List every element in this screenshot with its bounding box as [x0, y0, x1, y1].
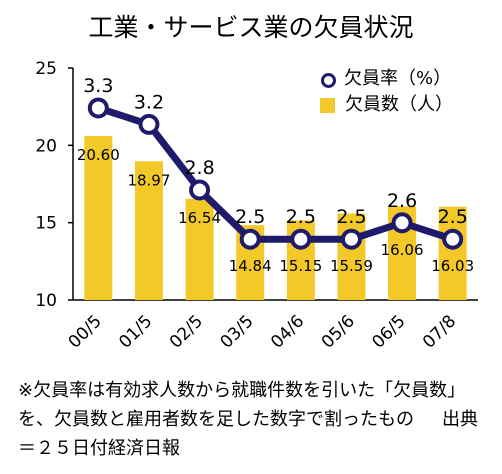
bar-data-label: 16.03 — [431, 257, 474, 275]
chart-plot: 10 15 20 25 00/5 01/5 02/5 03/5 04/6 05/6 06/5 07/8… — [35, 59, 478, 353]
line-point — [442, 228, 464, 250]
bar — [337, 213, 366, 300]
line-point — [239, 228, 261, 250]
line-point — [290, 228, 312, 250]
line-data-label: 3.2 — [134, 91, 164, 113]
bar-data-label: 15.15 — [279, 257, 322, 275]
footnote-source: 出典＝２５日付経済日報 — [18, 409, 478, 459]
bar — [185, 198, 214, 300]
line-data-label: 2.5 — [336, 206, 366, 228]
x-tick-label: 07/8 — [419, 311, 460, 352]
y-tick-label: 10 — [35, 291, 57, 311]
legend: 欠員率（%） 欠員数（人） — [318, 66, 453, 118]
legend-bar-swatch-icon — [320, 97, 335, 113]
line-point — [138, 113, 160, 135]
legend-label-rate: 欠員率（%） — [344, 68, 452, 89]
line-data-label: 2.5 — [235, 206, 265, 228]
x-tick-label: 01/5 — [115, 311, 156, 352]
x-tick-label: 04/6 — [267, 311, 308, 352]
line-point — [391, 212, 413, 234]
line-point — [87, 97, 109, 119]
x-tick-label: 03/5 — [217, 311, 258, 352]
bar-data-label: 15.59 — [330, 257, 373, 275]
bar-data-label: 14.84 — [229, 257, 272, 275]
y-tick-label: 15 — [35, 214, 57, 234]
bar — [134, 161, 163, 300]
line-data-label: 3.3 — [83, 75, 113, 97]
footnote-text: ※欠員率は有効求人数から就職件数を引いた「欠員数」を、欠員数と雇用者数を足した数… — [18, 380, 466, 430]
legend-label-count: 欠員数（人） — [345, 94, 453, 115]
x-tick-label: 06/5 — [368, 311, 409, 352]
line-point — [189, 179, 211, 201]
x-tick-label: 05/6 — [318, 311, 359, 352]
footnote: ※欠員率は有効求人数から就職件数を引いた「欠員数」を、欠員数と雇用者数を足した数… — [18, 376, 492, 463]
chart-title: 工業・サービス業の欠員状況 — [88, 13, 414, 42]
legend-item-rate: 欠員率（%） — [318, 66, 453, 92]
bar-data-label: 18.97 — [127, 171, 170, 189]
y-tick-label: 20 — [35, 136, 57, 156]
line-data-label: 2.6 — [387, 190, 417, 212]
line-data-label: 2.5 — [286, 206, 316, 228]
bar-data-label: 20.60 — [77, 146, 120, 164]
legend-line-marker-icon — [318, 70, 336, 88]
y-tick-label: 25 — [35, 59, 57, 79]
bar-data-label: 16.06 — [381, 241, 424, 259]
x-tick-label: 00/5 — [65, 311, 106, 352]
bar-data-label: 16.54 — [178, 209, 221, 227]
x-tick-label: 02/5 — [166, 311, 207, 352]
bar — [438, 206, 467, 300]
line-point — [340, 228, 362, 250]
line-data-label: 2.8 — [184, 157, 214, 179]
line-data-label: 2.5 — [438, 206, 468, 228]
bar — [84, 136, 113, 300]
legend-item-count: 欠員数（人） — [318, 92, 453, 118]
